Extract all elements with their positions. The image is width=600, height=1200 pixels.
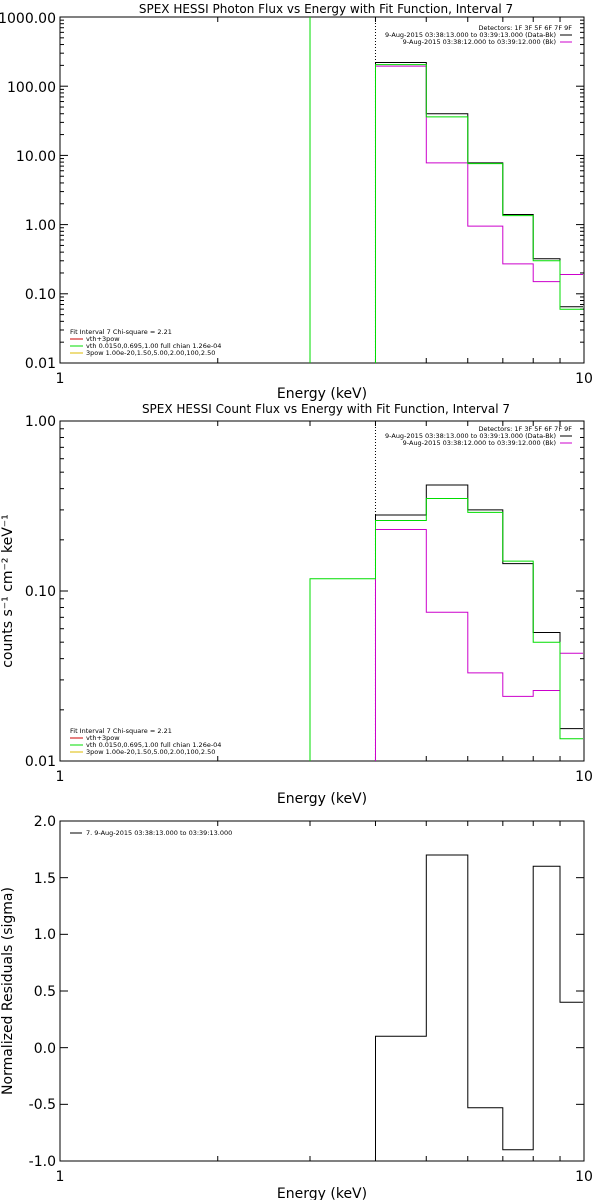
count-flux-series-vth-3pow-line (309, 498, 583, 761)
count-flux-plot-frame (59, 420, 585, 762)
photon-flux-detector-legend: Detectors: 1F 3F 5F 6F 7F 9F 9-Aug-2015 … (385, 24, 572, 46)
count-flux-y-tick-label: 0.01 (25, 754, 56, 770)
residuals-y-tick-label: 0.5 (34, 984, 56, 1000)
photon-flux-detector-header: Detectors: 1F 3F 5F 6F 7F 9F (478, 24, 572, 32)
residuals-legend-label: 7. 9-Aug-2015 03:38:13.000 to 03:39:13.0… (86, 829, 232, 837)
count-flux-fit-label-total: vth+3pow (86, 734, 120, 742)
residuals-y-tick-label: 1.0 (34, 927, 56, 943)
residuals-x-tick-label: 10 (575, 1169, 593, 1185)
residuals-y-tick-label: 2.0 (34, 814, 56, 830)
count-flux-series-bk-line (375, 529, 583, 761)
photon-flux-series-vth-3pow-line (375, 64, 583, 363)
count-flux-fit-label-vth: vth 0.0150,0.695,1.00 full chian 1.26e-0… (86, 741, 221, 749)
photon-flux-legend-bk-label: 9-Aug-2015 03:38:12.000 to 03:39:12.000 … (403, 38, 556, 46)
photon-flux-x-tick-label: 1 (56, 371, 65, 387)
photon-flux-title: SPEX HESSI Photon Flux vs Energy with Fi… (139, 2, 513, 16)
photon-flux-fit-label-total: vth+3pow (86, 335, 120, 343)
residuals-data-marks (375, 854, 583, 1161)
photon-flux-series-bk-line (375, 65, 583, 363)
photon-flux-y-tick-label: 1.00 (25, 218, 56, 234)
count-flux-x-tick-label: 1 (56, 769, 65, 785)
residuals-y-tick-label: 0.0 (34, 1041, 56, 1057)
photon-flux-y-tick-label: 0.01 (25, 356, 56, 372)
photon-flux-legend-data-label: 9-Aug-2015 03:38:13.000 to 03:39:13.000 … (385, 31, 556, 39)
count-flux-x-tick-label: 10 (575, 769, 593, 785)
photon-flux-x-axis-label: Energy (keV) (277, 386, 367, 402)
residuals-panel: -1.0 -0.5 0.0 0.5 1.0 1.5 2.0 1 10 Energ… (0, 814, 593, 1200)
photon-flux-fit-label-vth: vth 0.0150,0.695,1.00 full chian 1.26e-0… (86, 342, 221, 350)
residuals-y-tick-label: -0.5 (29, 1097, 56, 1113)
photon-flux-y-tick-label: 100.00 (7, 80, 56, 96)
photon-flux-y-ticks: 0.01 0.10 1.00 10.00 100.00 1000.00 (0, 11, 584, 372)
residuals-y-tick-label: 1.5 (34, 871, 56, 887)
photon-flux-series-data-bk-line (375, 62, 583, 363)
residuals-y-tick-label: -1.0 (29, 1154, 56, 1170)
count-flux-fit-label-pow: 3pow 1.00e-20,1.50,5.00,2.00,100,2.50 (86, 748, 215, 756)
count-flux-detector-legend: Detectors: 1F 3F 5F 6F 7F 9F 9-Aug-2015 … (385, 425, 572, 447)
count-flux-series-data-bk-line (375, 484, 583, 761)
residuals-series-residuals-line (375, 854, 583, 1161)
photon-flux-x-tick-label: 10 (575, 371, 593, 387)
photon-flux-plot-frame (59, 16, 585, 364)
photon-flux-fit-header: Fit Interval 7 Chi-square = 2.21 (70, 328, 172, 336)
count-flux-title: SPEX HESSI Count Flux vs Energy with Fit… (142, 402, 510, 416)
count-flux-panel: SPEX HESSI Count Flux vs Energy with Fit… (0, 402, 593, 807)
count-flux-legend-data-label: 9-Aug-2015 03:38:13.000 to 03:39:13.000 … (385, 432, 556, 440)
count-flux-fit-legend: Fit Interval 7 Chi-square = 2.21 vth+3po… (70, 727, 221, 756)
photon-flux-data-marks (309, 17, 583, 363)
count-flux-detector-header: Detectors: 1F 3F 5F 6F 7F 9F (478, 425, 572, 433)
photon-flux-fit-legend: Fit Interval 7 Chi-square = 2.21 vth+3po… (70, 328, 221, 357)
residuals-plot-frame (59, 820, 585, 1162)
residuals-x-ticks: 1 10 (56, 821, 593, 1185)
photon-flux-x-ticks: 1 10 (56, 17, 593, 387)
residuals-x-tick-label: 1 (56, 1169, 65, 1185)
count-flux-data-marks (309, 421, 583, 761)
residuals-y-ticks: -1.0 -0.5 0.0 0.5 1.0 1.5 2.0 (29, 814, 584, 1170)
photon-flux-panel: SPEX HESSI Photon Flux vs Energy with Fi… (0, 2, 593, 402)
count-flux-x-axis-label: Energy (keV) (277, 791, 367, 807)
count-flux-y-tick-label: 0.10 (25, 584, 56, 600)
photon-flux-y-tick-label: 10.00 (16, 149, 56, 165)
photon-flux-fit-label-pow: 3pow 1.00e-20,1.50,5.00,2.00,100,2.50 (86, 349, 215, 357)
residuals-legend: 7. 9-Aug-2015 03:38:13.000 to 03:39:13.0… (70, 829, 232, 837)
photon-flux-y-tick-label: 0.10 (25, 287, 56, 303)
photon-flux-y-tick-label: 1000.00 (0, 11, 56, 27)
count-flux-y-ticks: 0.01 0.10 1.00 (25, 414, 584, 770)
count-flux-legend-bk-label: 9-Aug-2015 03:38:12.000 to 03:39:12.000 … (403, 439, 556, 447)
count-flux-y-tick-label: 1.00 (25, 414, 56, 430)
count-flux-fit-header: Fit Interval 7 Chi-square = 2.21 (70, 727, 172, 735)
count-flux-y-axis-label: counts s⁻¹ cm⁻² keV⁻¹ (0, 514, 16, 668)
residuals-y-axis-label: Normalized Residuals (sigma) (0, 887, 16, 1095)
residuals-x-axis-label: Energy (keV) (277, 1186, 367, 1200)
